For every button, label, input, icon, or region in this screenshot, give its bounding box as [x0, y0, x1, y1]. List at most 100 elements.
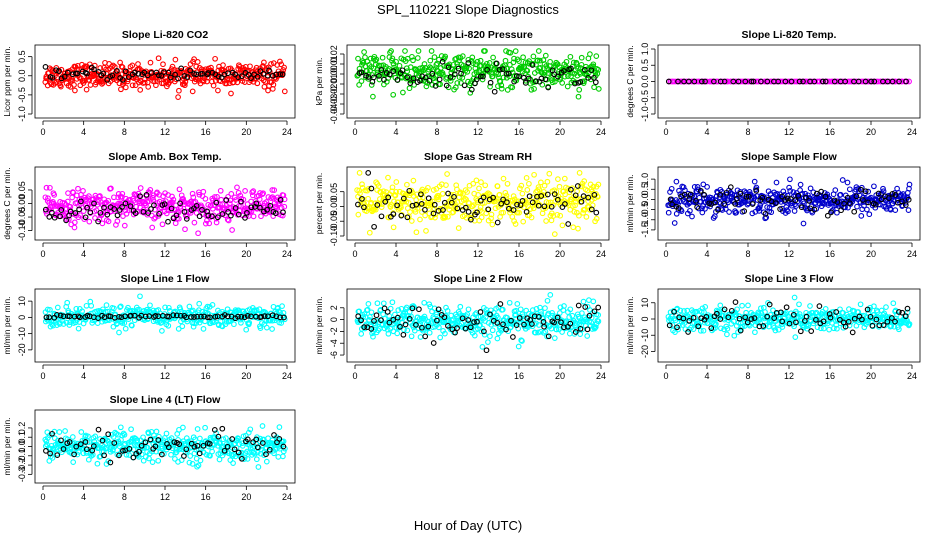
x-tick-label: 4 — [81, 371, 86, 381]
data-point — [731, 332, 738, 339]
data-point — [429, 81, 436, 88]
data-point — [698, 78, 705, 85]
data-point — [427, 57, 434, 64]
data-point — [77, 212, 83, 218]
data-point — [117, 424, 124, 431]
x-tick-label: 12 — [784, 127, 794, 137]
data-point — [135, 61, 141, 67]
data-point — [563, 58, 570, 65]
data-point — [443, 82, 450, 89]
data-point — [390, 68, 397, 74]
data-point — [99, 81, 105, 87]
y-tick-label: -2 — [329, 327, 339, 335]
data-point — [376, 73, 382, 79]
data-point — [478, 62, 485, 69]
data-point — [71, 219, 78, 226]
x-tick-label: 16 — [201, 127, 211, 137]
data-point — [263, 458, 270, 465]
y-tick-label: 2 — [329, 305, 339, 310]
data-point — [234, 184, 240, 191]
data-point — [775, 78, 782, 85]
data-point — [263, 324, 270, 331]
x-tick-label: 20 — [555, 127, 565, 137]
data-point — [109, 63, 115, 70]
data-point — [414, 55, 421, 61]
data-point — [172, 220, 179, 227]
data-point — [546, 170, 553, 177]
y-tick-label: 0.05 — [329, 183, 339, 201]
data-point — [383, 70, 390, 76]
data-point — [223, 80, 230, 87]
data-point — [590, 298, 597, 305]
data-point — [423, 83, 430, 90]
data-point — [509, 84, 516, 91]
x-tick-label: 24 — [596, 249, 606, 259]
data-point — [404, 181, 410, 188]
y-axis: -1.5-1.0-0.50.00.51.0 — [640, 173, 656, 238]
data-point — [365, 301, 372, 307]
data-point — [572, 80, 578, 87]
data-point — [822, 306, 829, 312]
data-point — [686, 78, 692, 85]
data-point — [95, 69, 102, 75]
data-point — [526, 180, 532, 187]
y-tick-label: 0.2 — [17, 422, 27, 435]
x-tick-label: 0 — [352, 249, 357, 259]
data-point — [253, 456, 260, 463]
data-point — [808, 78, 815, 85]
data-point — [691, 78, 698, 85]
data-point — [568, 65, 574, 72]
data-point — [163, 430, 170, 437]
data-point — [896, 78, 902, 85]
data-point — [576, 170, 583, 176]
data-point — [581, 67, 588, 73]
data-point — [116, 329, 122, 336]
data-point — [220, 62, 226, 68]
data-point — [423, 228, 429, 234]
data-point — [794, 78, 801, 85]
data-point — [410, 75, 417, 82]
data-point — [508, 66, 515, 73]
data-point — [390, 91, 397, 98]
data-point — [844, 179, 851, 186]
data-point — [426, 329, 433, 336]
x-tick-label: 4 — [393, 249, 398, 259]
series-1 — [354, 170, 602, 237]
data-point — [84, 70, 90, 77]
data-point — [534, 57, 541, 64]
data-point — [476, 185, 482, 192]
data-point — [281, 64, 287, 71]
data-point — [561, 175, 568, 182]
data-point — [437, 334, 444, 341]
data-point — [477, 57, 484, 64]
data-point — [236, 63, 243, 70]
data-point — [588, 67, 595, 74]
data-point — [279, 71, 286, 78]
data-point — [404, 68, 411, 75]
data-point — [147, 187, 154, 193]
data-point — [389, 55, 396, 62]
data-point — [181, 82, 188, 89]
data-point — [389, 299, 396, 306]
data-point — [378, 213, 385, 220]
x-tick-label: 8 — [745, 249, 750, 259]
data-point — [728, 78, 734, 85]
data-point — [868, 78, 875, 85]
y-tick-label: 0.0 — [17, 70, 27, 83]
data-point — [862, 78, 869, 85]
y-axis: -0.10-0.050.000.05 — [329, 183, 345, 246]
data-point — [487, 83, 493, 90]
data-point — [489, 73, 496, 80]
data-point — [165, 218, 171, 225]
data-point — [181, 73, 188, 79]
panel-title: Slope Li-820 CO2 — [122, 29, 209, 41]
y-axis-label: ml/min per min. — [2, 296, 12, 354]
y-tick-label: 0.01 — [329, 55, 339, 73]
x-tick-label: 0 — [663, 371, 668, 381]
data-point — [400, 89, 406, 96]
data-point — [151, 215, 158, 222]
data-point — [461, 82, 468, 89]
data-point — [137, 293, 143, 300]
data-point — [783, 304, 790, 311]
